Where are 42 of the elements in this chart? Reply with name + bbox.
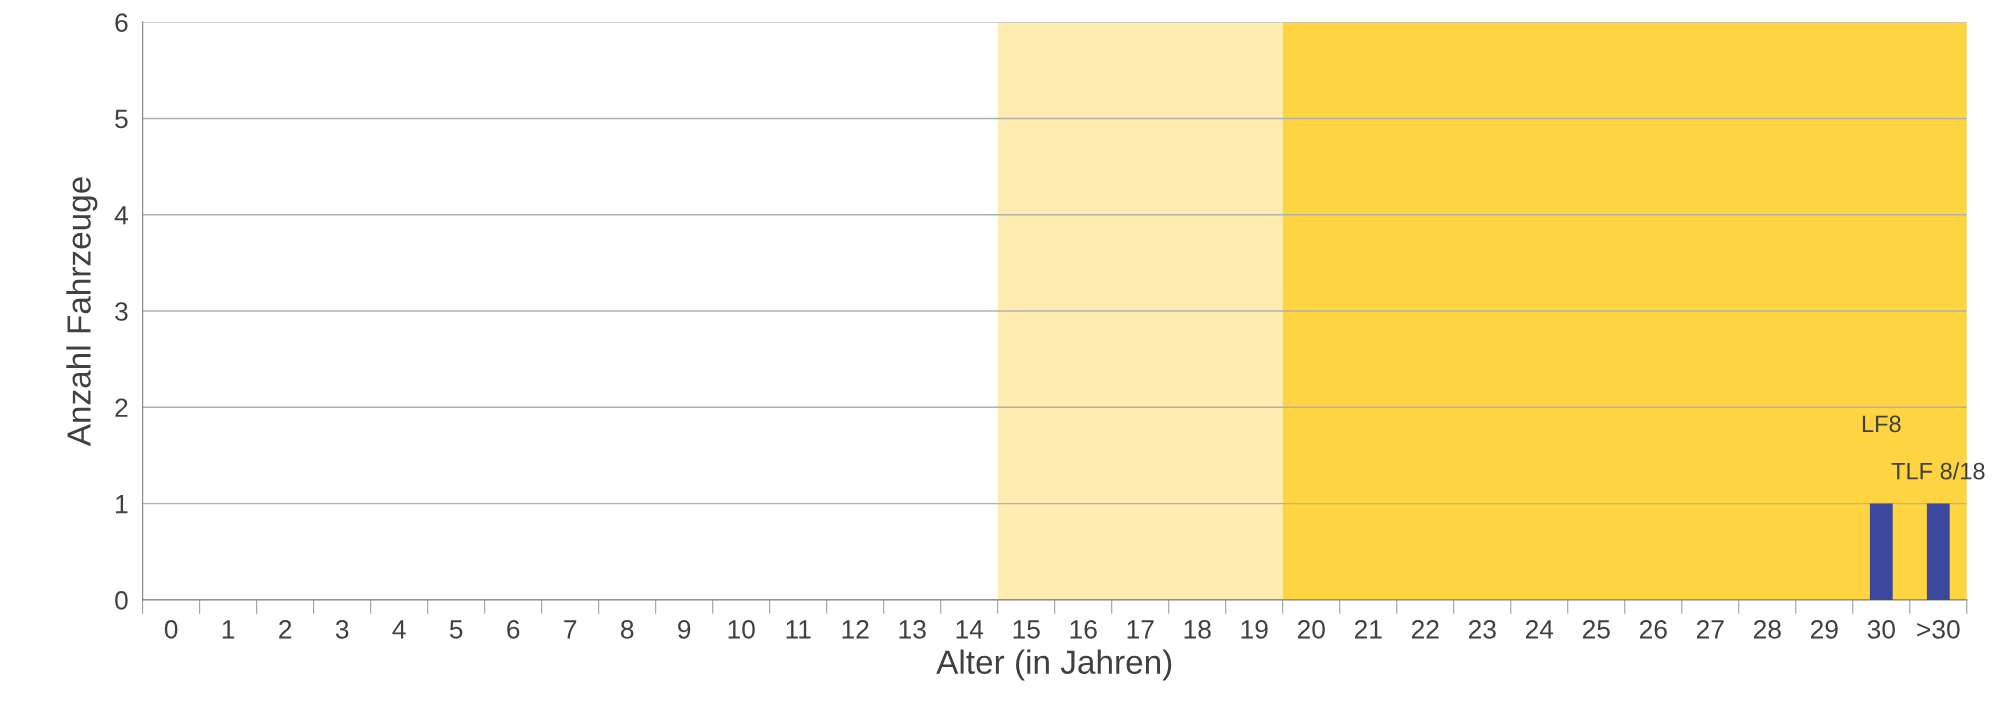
- data-label: LF8: [1862, 415, 1901, 433]
- x-tick-label: 15: [1013, 620, 1040, 639]
- x-tick-label: 18: [1184, 620, 1211, 639]
- y-tick-label: 3: [115, 302, 128, 321]
- x-tick-label: 27: [1696, 620, 1724, 639]
- x-tick-label: 22: [1411, 620, 1439, 639]
- y-tick-label: 5: [115, 109, 128, 129]
- x-axis-title: Alter (in Jahren): [936, 649, 1172, 681]
- y-tick-label: 2: [115, 398, 128, 417]
- x-tick-label: 14: [956, 620, 984, 639]
- y-axis-title: Anzahl Fahrzeuge: [66, 177, 98, 447]
- x-tick-label: 30: [1867, 620, 1895, 639]
- x-tick-label: >30: [1917, 620, 1960, 639]
- x-tick-label: 25: [1582, 620, 1610, 639]
- x-tick-label: 21: [1354, 620, 1382, 639]
- x-tick-label: 5: [449, 620, 463, 639]
- x-tick-label: 3: [335, 620, 349, 639]
- x-tick-label: 16: [1070, 620, 1097, 639]
- x-tick-label: 26: [1639, 620, 1667, 639]
- x-tick-label: 9: [678, 620, 691, 639]
- x-tick-label: 8: [620, 620, 634, 639]
- x-tick-label: 7: [564, 620, 577, 639]
- y-tick-label: 6: [115, 13, 128, 32]
- x-tick-label: 23: [1468, 620, 1496, 639]
- x-tick-label: 6: [507, 620, 520, 639]
- x-tick-label: 19: [1241, 620, 1268, 639]
- x-tick-label: 24: [1525, 620, 1554, 639]
- x-tick-label: 10: [728, 620, 755, 639]
- x-tick-label: 1: [222, 620, 235, 639]
- x-tick-label: 12: [842, 620, 869, 639]
- y-tick-label: 4: [114, 206, 128, 225]
- x-tick-label: 2: [279, 620, 292, 639]
- x-tick-label: 29: [1810, 620, 1838, 639]
- x-tick-label: 28: [1753, 620, 1781, 639]
- x-tick-label: 20: [1297, 620, 1325, 639]
- x-tick-label: 17: [1127, 620, 1154, 639]
- y-tick-label: 1: [116, 495, 128, 514]
- x-tick-label: 13: [899, 620, 926, 639]
- x-tick-label: 4: [392, 620, 406, 639]
- x-tick-label: 11: [786, 620, 811, 639]
- y-tick-label: 0: [115, 591, 128, 610]
- x-tick-label: 0: [164, 620, 178, 639]
